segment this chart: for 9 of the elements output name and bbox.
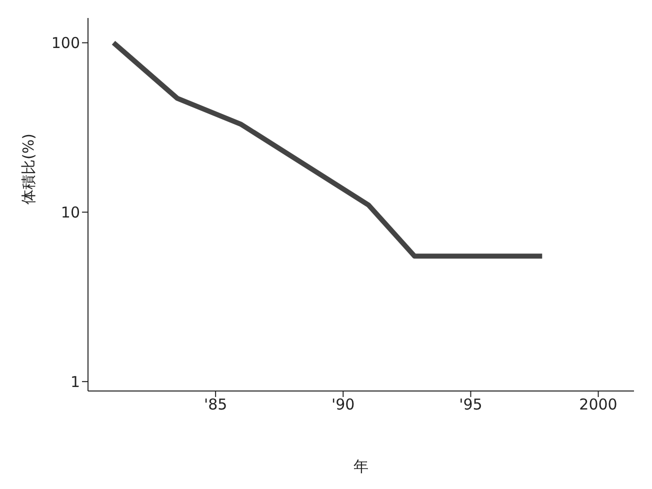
x-tick-label: '90 — [332, 396, 355, 414]
x-tick-label: '95 — [459, 396, 482, 414]
x-tick-label: 2000 — [579, 396, 618, 414]
y-tick-label: 10 — [60, 204, 80, 222]
x-tick-label: '85 — [204, 396, 228, 414]
y-tick-label: 1 — [70, 372, 80, 391]
y-axis-title: 体積比(%) — [19, 134, 38, 204]
x-axis-title: 年 — [354, 458, 368, 476]
y-tick-label: 100 — [51, 34, 80, 52]
